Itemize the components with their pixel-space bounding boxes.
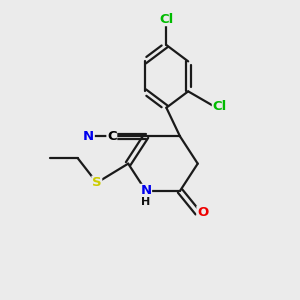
Text: Cl: Cl (212, 100, 227, 113)
Text: H: H (141, 197, 150, 207)
Text: O: O (197, 206, 208, 219)
Text: Cl: Cl (159, 13, 173, 26)
Text: C: C (107, 130, 117, 143)
Text: N: N (140, 184, 152, 197)
Text: S: S (92, 176, 102, 189)
Text: N: N (83, 130, 94, 143)
